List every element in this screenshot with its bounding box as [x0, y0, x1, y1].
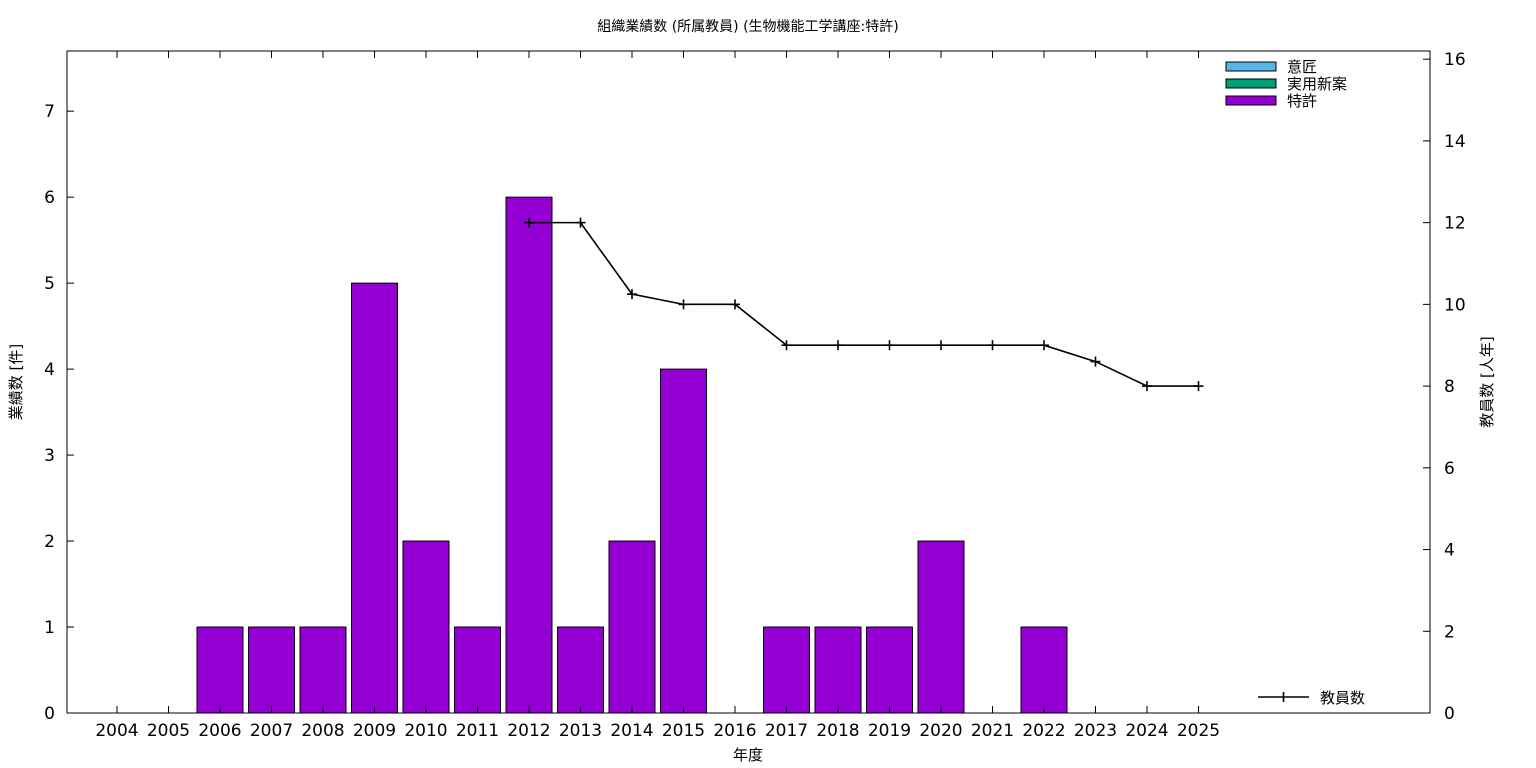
bar-2007-s2 [248, 626, 295, 714]
legend-line-label: 教員数 [1320, 689, 1365, 707]
y2-tick-label: 16 [1444, 50, 1466, 70]
faculty-point-2016 [730, 299, 740, 310]
faculty-point-2014 [627, 289, 637, 300]
x-tick-label: 2024 [1125, 721, 1168, 741]
x-tick-label: 2012 [507, 721, 550, 741]
x-axis: 2004 2005 2006 2007 2008 2009 2010 2011 2012 2013… [95, 51, 1220, 741]
faculty-point-2013 [575, 217, 586, 228]
legend-swatch-2 [1225, 95, 1277, 106]
x-tick-label: 2008 [301, 721, 344, 741]
y2-tick-label: 14 [1444, 132, 1466, 152]
faculty-line-layer [524, 217, 1204, 392]
bar-2019-s2 [866, 626, 913, 714]
x-tick-label: 2021 [971, 721, 1014, 741]
faculty-point-2021 [987, 340, 998, 351]
y2-tick-label: 8 [1444, 377, 1455, 397]
legend-label-1: 実用新案 [1287, 75, 1347, 93]
bar-2012-s2 [505, 196, 553, 714]
y2-axis: 0 2 4 6 8 10 12 14 16 [1423, 50, 1466, 724]
bar-2022-s2 [1020, 626, 1068, 714]
x-tick-label: 2017 [765, 721, 808, 741]
y2-tick-label: 12 [1444, 214, 1466, 234]
faculty-point-2024 [1142, 381, 1152, 392]
x-tick-label: 2004 [95, 721, 138, 741]
x-tick-label: 2020 [919, 721, 962, 741]
faculty-point-2018 [833, 340, 843, 351]
bar-2010-s2 [402, 540, 450, 714]
faculty-point-2017 [781, 340, 792, 351]
x-tick-label: 2009 [353, 721, 396, 741]
legend-label-2: 特許 [1287, 92, 1317, 110]
faculty-point-2025 [1193, 381, 1204, 392]
y2-tick-label: 10 [1444, 295, 1466, 315]
bar-2008-s2 [299, 626, 347, 714]
faculty-point-2023 [1090, 356, 1101, 367]
y2-tick-label: 0 [1444, 704, 1455, 724]
faculty-line [529, 221, 1199, 387]
x-tick-label: 2013 [559, 721, 602, 741]
bar-2006-s2 [196, 626, 244, 714]
y-tick-label: 4 [44, 360, 55, 380]
y-tick-label: 1 [44, 618, 55, 638]
chart-title: 組織業績数 (所属教員) (生物機能工学講座:特許) [597, 19, 898, 35]
x-tick-label: 2019 [868, 721, 911, 741]
x-tick-label: 2023 [1074, 721, 1117, 741]
x-tick-label: 2005 [147, 721, 190, 741]
faculty-point-2020 [936, 340, 946, 351]
faculty-point-2015 [678, 299, 689, 310]
x-tick-label: 2014 [610, 721, 653, 741]
x-tick-label: 2018 [816, 721, 859, 741]
legend-label-0: 意匠 [1287, 58, 1317, 76]
x-tick-label: 2006 [198, 721, 241, 741]
y2-tick-label: 4 [1444, 541, 1455, 561]
faculty-point-2019 [884, 340, 895, 351]
y2-axis-title: 教員数 [人年] [1478, 336, 1496, 427]
y-axis: 0 1 2 3 4 5 6 7 [44, 102, 74, 724]
bar-2020-s2 [917, 540, 965, 714]
bar-2014-s2 [608, 540, 656, 714]
y-tick-label: 6 [44, 188, 55, 208]
bar-2015-s2 [660, 368, 707, 714]
faculty-point-2012 [524, 217, 534, 228]
bars-layer [196, 196, 1068, 714]
x-tick-label: 2025 [1177, 721, 1220, 741]
bar-2009-s2 [351, 282, 398, 714]
y-axis-title: 業績数 [件] [7, 344, 25, 420]
x-tick-label: 2015 [662, 721, 705, 741]
plot-frame [66, 50, 1431, 714]
y2-tick-label: 2 [1444, 622, 1455, 642]
legend-swatch-1 [1225, 78, 1277, 89]
x-tick-label: 2016 [713, 721, 756, 741]
x-tick-label: 2007 [250, 721, 293, 741]
x-tick-label: 2011 [456, 721, 499, 741]
x-axis-title: 年度 [733, 746, 763, 764]
x-tick-label: 2010 [404, 721, 447, 741]
bar-2017-s2 [763, 626, 810, 714]
y-tick-label: 3 [44, 446, 55, 466]
bar-2018-s2 [814, 626, 862, 714]
y-tick-label: 2 [44, 532, 55, 552]
faculty-point-2022 [1039, 340, 1049, 351]
y-tick-label: 5 [44, 274, 55, 294]
y-tick-label: 7 [44, 102, 55, 122]
y-tick-label: 0 [44, 704, 55, 724]
y2-tick-label: 6 [1444, 459, 1455, 479]
bar-2013-s2 [557, 626, 604, 714]
bar-2011-s2 [454, 626, 501, 714]
x-tick-label: 2022 [1022, 721, 1065, 741]
legend-swatch-0 [1225, 61, 1277, 72]
